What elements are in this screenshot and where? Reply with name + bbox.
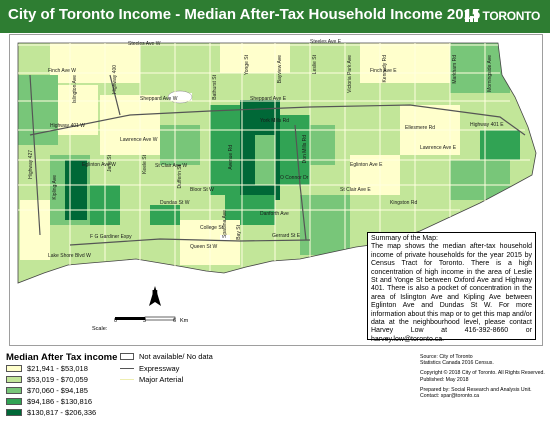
street-label-bloor-w: Bloor St W xyxy=(190,187,214,193)
north-letter: N xyxy=(152,289,158,298)
street-label-victoria-park: Victoria Park Ave xyxy=(347,55,353,93)
street-label-steeles-w: Steeles Ave W xyxy=(128,41,161,47)
scale-bar xyxy=(115,316,176,321)
summary-heading: Summary of the Map: xyxy=(371,235,438,242)
summary-body: The map shows the median after-tax house… xyxy=(371,243,532,343)
street-label-lawrence-e: Lawrence Ave E xyxy=(420,145,457,151)
source-credits: Source: City of Toronto Statistics Canad… xyxy=(420,354,548,399)
scale-tick-3: 3 xyxy=(143,318,147,324)
street-label-sheppard-e: Sheppard Ave E xyxy=(250,96,287,102)
street-label-bayview: Bayview Ave xyxy=(277,55,283,84)
street-label-bay: Bay St xyxy=(236,225,242,240)
scale-unit: Km xyxy=(180,318,189,324)
legend-major-arterial: Major Arterial xyxy=(120,375,183,384)
legend-label-2: $53,019 - $70,059 xyxy=(27,375,88,384)
scale-label: Scale: xyxy=(92,326,108,332)
legend-title: Median After Tax income xyxy=(6,352,118,363)
scale-tick-6: 6 xyxy=(173,318,177,324)
street-label-eglinton-e: Eglinton Ave E xyxy=(350,162,383,168)
legend-not-available-swatch xyxy=(120,353,134,360)
legend-swatch-3 xyxy=(6,387,22,394)
street-label-kipling: Kipling Ave xyxy=(52,175,58,200)
legend-major-arterial-line xyxy=(120,379,134,380)
north-arrow-icon xyxy=(149,286,161,306)
source-line-2: Statistics Canada 2016 Census. xyxy=(420,360,494,367)
street-label-finch-w: Finch Ave W xyxy=(48,68,76,74)
legend-label-1: $21,941 - $53,018 xyxy=(27,364,88,373)
street-label-dundas-w: Dundas St W xyxy=(160,200,190,206)
street-label-avenue: Avenue Rd xyxy=(228,145,234,170)
street-label-hwy-401-e: Highway 401 E xyxy=(470,122,504,128)
street-label-spadina: Spadina Ave xyxy=(222,210,228,238)
major-arterials xyxy=(18,43,530,271)
street-label-hwy-401-w: Highway 401 W xyxy=(50,123,86,129)
legend-not-available-label: Not available/ No data xyxy=(139,352,213,361)
street-label-st-clair-e: St Clair Ave E xyxy=(340,187,371,193)
street-label-islington: Islington Ave xyxy=(72,75,78,104)
street-label-finch-e: Finch Ave E xyxy=(370,68,397,74)
logo-text: TORONTO xyxy=(482,8,541,23)
street-label-sheppard-w: Sheppard Ave W xyxy=(140,96,178,102)
street-label-gerrard: Gerrard St E xyxy=(272,233,301,239)
street-label-fg-gardiner: F G Gardiner Expy xyxy=(90,234,132,240)
source-line-3: Copyright © 2018 City of Toronto. All Ri… xyxy=(420,370,545,377)
source-line-6: Contact: spar@toronto.ca xyxy=(420,393,480,400)
expressways xyxy=(29,74,526,246)
street-label-jane: Jane St xyxy=(107,155,113,172)
street-label-don-mills: Don Mills Rd xyxy=(302,135,308,164)
legend-swatch-1 xyxy=(6,365,22,372)
source-line-4: Published: May 2018 xyxy=(420,376,469,383)
source-line-1: Source: City of Toronto xyxy=(420,354,473,360)
street-label-hwy-427: Highway 427 xyxy=(28,150,34,179)
source-line-5: Prepared by: Social Research and Analysi… xyxy=(420,386,532,393)
legend-class-4: $94,186 - $130,816 xyxy=(6,397,92,406)
street-label-markham: Markham Rd xyxy=(452,55,458,84)
street-label-hwy-400: Highway 400 xyxy=(112,65,118,94)
legend-label-4: $94,186 - $130,816 xyxy=(27,397,93,406)
scale-tick-0: 0 xyxy=(114,318,118,324)
legend-major-arterial-label: Major Arterial xyxy=(139,375,184,384)
title-bar: City of Toronto Income - Median After-Ta… xyxy=(0,0,550,33)
street-label-dufferin: Dufferin St xyxy=(177,165,183,189)
map-title: City of Toronto Income - Median After-Ta… xyxy=(8,6,481,23)
legend-class-3: $70,060 - $94,185 xyxy=(6,386,88,395)
legend-label-3: $70,060 - $94,185 xyxy=(27,386,88,395)
street-label-st-clair-w: St Clair Ave W xyxy=(155,163,188,169)
legend-class-1: $21,941 - $53,018 xyxy=(6,364,88,373)
legend-expressway-label: Expressway xyxy=(139,364,180,373)
street-label-queen-w: Queen St W xyxy=(190,244,218,250)
legend-swatch-4 xyxy=(6,398,22,405)
street-label-keele: Keele St xyxy=(142,155,148,174)
street-label-eglinton-w: Eglinton Ave W xyxy=(82,162,116,168)
legend-expressway: Expressway xyxy=(120,364,179,373)
street-label-ellesmere: Ellesmere Rd xyxy=(405,125,436,131)
street-label-kingston: Kingston Rd xyxy=(390,200,418,206)
street-label-lake-shore-w: Lake Shore Blvd W xyxy=(48,253,91,259)
legend-expressway-line xyxy=(120,368,134,369)
street-label-danforth: Danforth Ave xyxy=(260,211,289,217)
legend-swatch-5 xyxy=(6,409,22,416)
map-summary-box: Summary of the Map: The map shows the me… xyxy=(367,232,536,343)
toronto-logo: TORONTO xyxy=(464,8,540,23)
street-label-lawrence-w: Lawrence Ave W xyxy=(120,137,158,143)
street-label-morningside: Morningside Ave xyxy=(487,55,493,92)
street-label-yonge: Yonge St xyxy=(244,55,250,76)
street-label-college: College St xyxy=(200,225,224,231)
legend-class-5: $130,817 - $206,336 xyxy=(6,408,96,417)
street-label-kennedy: Kennedy Rd xyxy=(382,55,388,83)
street-label-bathurst: Bathurst St xyxy=(212,75,218,100)
legend-class-2: $53,019 - $70,059 xyxy=(6,375,88,384)
legend-not-available: Not available/ No data xyxy=(120,352,213,361)
toronto-city-hall-icon xyxy=(464,10,478,22)
legend-label-5: $130,817 - $206,336 xyxy=(27,408,97,417)
city-boundary xyxy=(17,42,537,284)
street-label-steeles-e: Steeles Ave E xyxy=(310,39,342,45)
street-label-oconnor: O Connor Dr xyxy=(280,175,309,181)
reservoir xyxy=(167,90,193,104)
street-label-york-mills: York Mills Rd xyxy=(260,118,289,124)
street-label-leslie: Leslie St xyxy=(312,55,318,75)
legend-swatch-2 xyxy=(6,376,22,383)
